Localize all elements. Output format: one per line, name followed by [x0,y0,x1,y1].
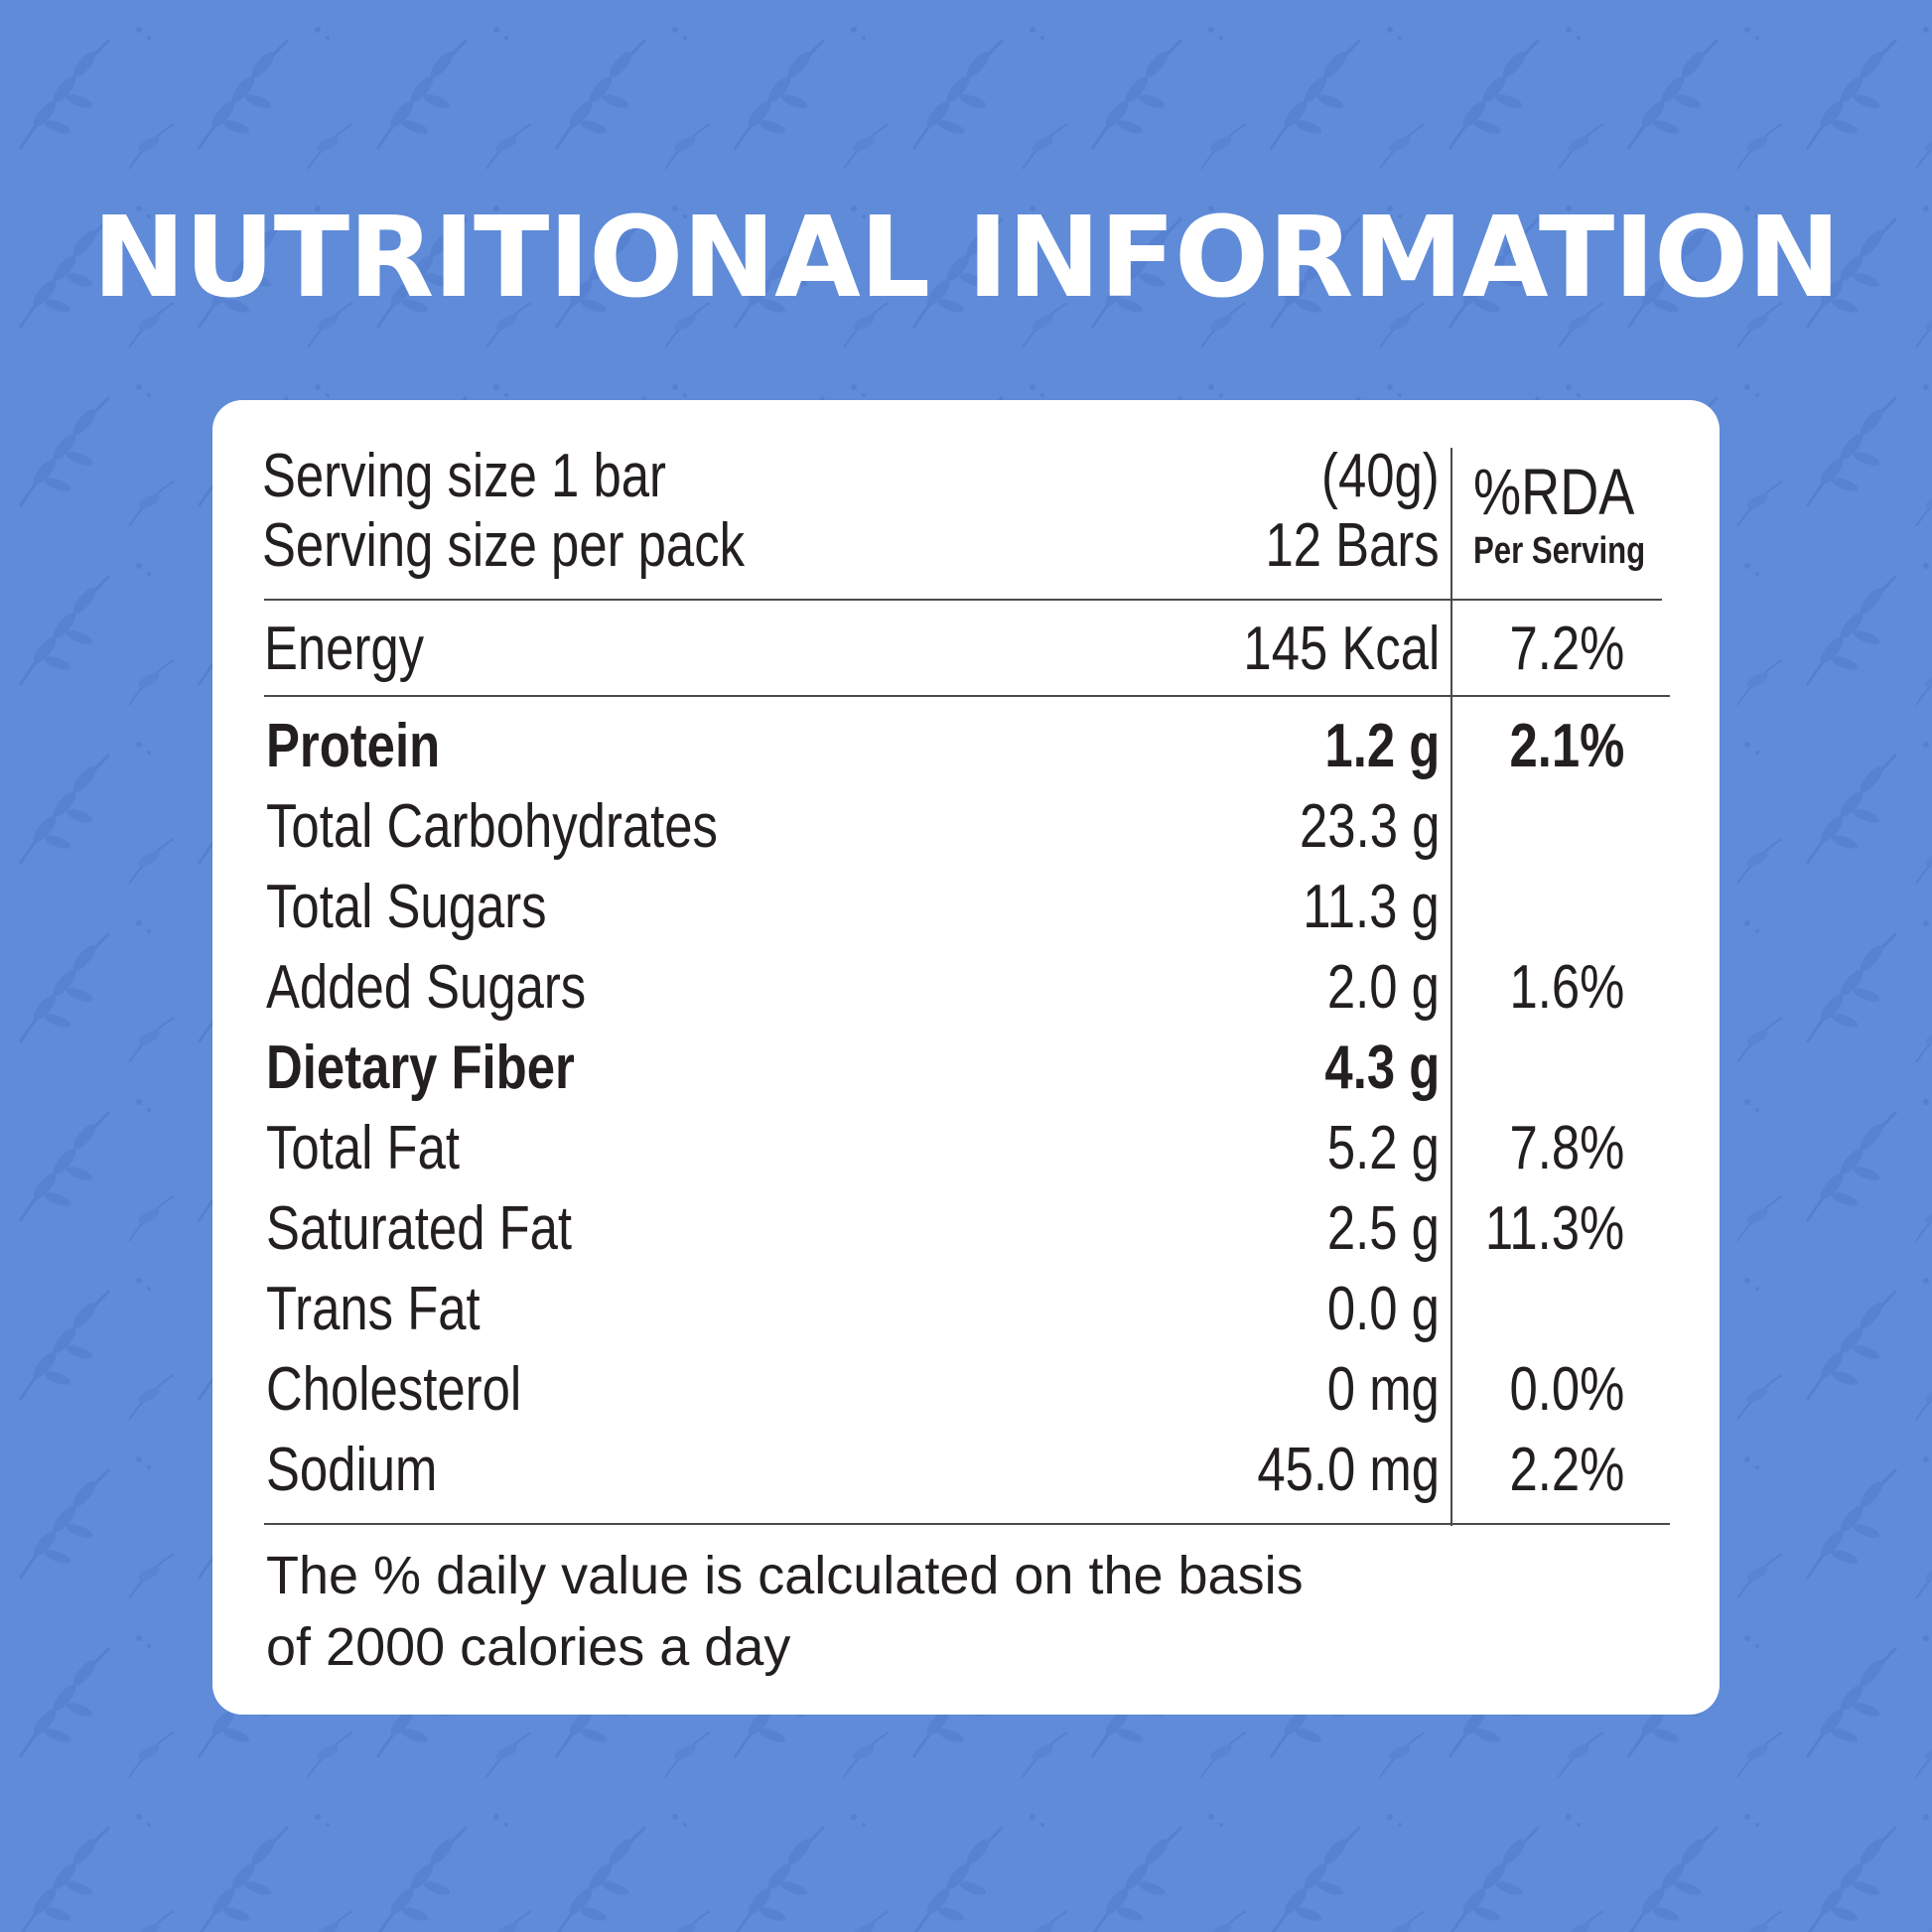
nutrient-rda-added-sugars: 1.6% [1509,953,1624,1022]
nutrient-amount-trans-fat: 0.0 g [1326,1275,1440,1343]
energy-amount: 145 Kcal [1243,615,1440,683]
energy-rda: 7.2% [1509,615,1624,683]
nutrient-label-total-sugars: Total Sugars [266,873,547,941]
nutrient-rda-sodium: 2.2% [1509,1436,1624,1504]
table-bottom-divider [264,1523,1670,1525]
nutrient-label-added-sugars: Added Sugars [266,953,587,1022]
footnote-line-2: of 2000 calories a day [266,1617,791,1677]
energy-label: Energy [264,615,425,683]
nutrient-amount-protein: 1.2 g [1324,712,1440,780]
page-title: NUTRITIONAL INFORMATION [92,194,1841,323]
nutrient-label-cholesterol: Cholesterol [266,1355,522,1424]
rda-header-title: %RDA [1473,455,1635,528]
nutrient-amount-added-sugars: 2.0 g [1326,953,1440,1022]
energy-divider [264,695,1670,697]
serving-per-pack-value: 12 Bars [1265,511,1440,580]
nutrient-label-saturated-fat: Saturated Fat [266,1194,573,1263]
nutrient-amount-cholesterol: 0 mg [1326,1355,1440,1424]
header-divider [264,599,1662,601]
nutrient-label-trans-fat: Trans Fat [266,1275,481,1343]
nutrient-amount-total-fat: 5.2 g [1326,1114,1440,1182]
nutrient-label-total-fat: Total Fat [266,1114,460,1182]
nutrient-amount-dietary-fiber: 4.3 g [1324,1034,1440,1102]
nutrient-label-protein: Protein [266,712,441,780]
nutrient-amount-saturated-fat: 2.5 g [1326,1194,1440,1263]
nutrient-label-sodium: Sodium [266,1436,438,1504]
footnote-line-1: The % daily value is calculated on the b… [266,1546,1304,1605]
serving-size-value: (40g) [1321,442,1440,510]
nutrient-label-dietary-fiber: Dietary Fiber [266,1034,575,1102]
nutrient-amount-total-carbohydrates: 23.3 g [1299,792,1440,861]
nutrition-card: Serving size 1 bar (40g) Serving size pe… [212,400,1720,1715]
nutrient-amount-sodium: 45.0 mg [1257,1436,1440,1504]
nutrient-amount-total-sugars: 11.3 g [1303,873,1440,941]
nutrient-rda-total-fat: 7.8% [1509,1114,1624,1182]
nutrient-rda-cholesterol: 0.0% [1509,1355,1624,1424]
serving-size-label: Serving size 1 bar [262,442,666,510]
nutrient-label-total-carbohydrates: Total Carbohydrates [266,792,718,861]
serving-per-pack-label: Serving size per pack [262,511,746,580]
column-divider [1450,448,1452,1526]
rda-header-subtitle: Per Serving [1473,530,1646,572]
nutrient-rda-protein: 2.1% [1509,712,1624,780]
nutrient-rda-saturated-fat: 11.3% [1484,1194,1624,1263]
